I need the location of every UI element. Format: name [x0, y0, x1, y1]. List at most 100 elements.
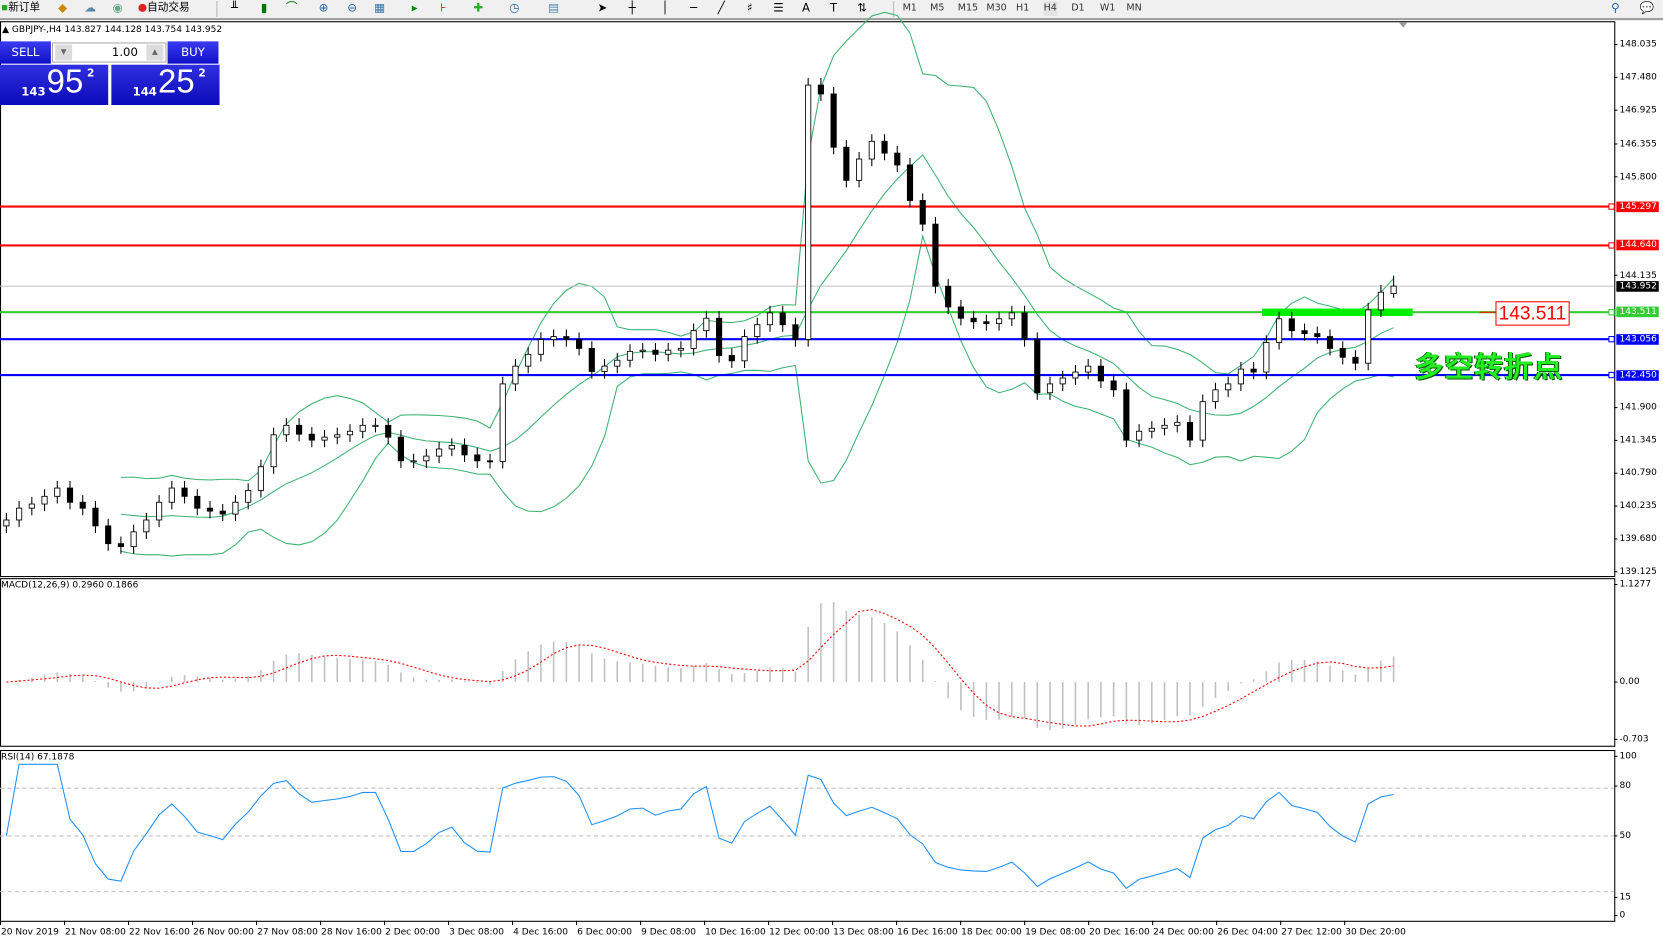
text-label-icon[interactable]: T [830, 1, 838, 15]
timeframe-h4[interactable]: H4 [1043, 1, 1057, 16]
candle-bear [881, 140, 888, 154]
candle-bull [410, 460, 417, 463]
signals-icon[interactable]: ◉ [112, 1, 123, 15]
auto-trading-button[interactable]: ●自动交易 [137, 2, 190, 14]
lot-size-input[interactable]: 1.00 [111, 45, 138, 60]
candle-bull [741, 336, 748, 362]
candle-bear [474, 454, 481, 462]
candle-bear [563, 336, 570, 340]
candle-bear [983, 321, 990, 324]
candlestick-icon[interactable]: ▮ [260, 1, 268, 15]
fibonacci-icon[interactable]: ♯ [747, 1, 753, 15]
templates-icon[interactable]: ▤ [548, 1, 560, 15]
timeframe-mn[interactable]: MN [1126, 3, 1142, 14]
autoscroll-icon[interactable]: ⊦ [440, 1, 447, 15]
text-icon[interactable]: A [802, 1, 811, 15]
line-price-tag: 144.640 [1616, 240, 1659, 251]
history-icon[interactable]: ◆ [58, 1, 68, 15]
sell-button[interactable]: SELL [0, 41, 51, 64]
candle-bear [1314, 333, 1321, 337]
time-tick-label: 18 Dec 00:00 [961, 927, 1022, 938]
candle-bear [1352, 356, 1359, 364]
bar-chart-icon[interactable]: ╨ [230, 1, 238, 15]
chat-icon[interactable]: 💬 [1639, 1, 1655, 15]
candle-bear [716, 317, 723, 356]
timeframe-m30[interactable]: M30 [986, 3, 1007, 14]
tile-windows-icon[interactable]: ▦ [374, 1, 386, 15]
candle-bear [1097, 365, 1104, 382]
candle-bull [130, 531, 137, 548]
timeframe-m15[interactable]: M15 [957, 3, 979, 14]
rsi-tick-label: 50 [1619, 830, 1632, 842]
line-handle-icon [1608, 335, 1615, 343]
buy-button[interactable]: BUY [167, 41, 219, 64]
cursor-icon[interactable]: ➤ [597, 1, 608, 15]
buy-price[interactable]: 144 25 2 [111, 63, 220, 106]
search-icon[interactable]: ⚲ [1611, 1, 1620, 15]
candle-bull [1276, 318, 1283, 343]
candle-bear [1288, 318, 1295, 332]
macd-title: MACD(12,26,9) 0.2960 0.1866 [1, 580, 139, 591]
candle-bull [703, 317, 710, 332]
candle-bull [257, 466, 264, 491]
candle-bull [614, 359, 621, 367]
annotation-text[interactable]: 多空转折点 [1414, 351, 1564, 385]
horizontal-line-icon[interactable]: ─ [690, 1, 698, 15]
separator [893, 1, 895, 17]
time-tick-label: 10 Dec 16:00 [705, 927, 766, 938]
candle-bear [1250, 368, 1257, 373]
timeframe-h1[interactable]: H1 [1016, 3, 1030, 14]
price-annotation-box[interactable]: 143.511 [1495, 301, 1570, 326]
periods-icon[interactable]: ◷ [509, 1, 520, 15]
increase-lot-icon[interactable]: ▲ [146, 44, 164, 61]
line-price-tag: 143.056 [1616, 333, 1659, 345]
time-axis: 20 Nov 2019 21 Nov 08:00 22 Nov 16:00 26 No… [0, 923, 1614, 942]
main-panel-frame [0, 21, 1616, 578]
timeframe-w1[interactable]: W1 [1099, 3, 1116, 14]
candle-bull [436, 448, 443, 457]
timeframe-m5[interactable]: M5 [930, 3, 945, 14]
symbol-info: ▲ GBPJPY-,H4 143.827 144.128 143.754 143… [2, 24, 223, 36]
line-chart-icon[interactable]: ⌒ [285, 1, 298, 15]
candle-bull [359, 424, 366, 432]
indicators-icon[interactable]: ✚ [473, 1, 484, 15]
candle-bull [232, 501, 239, 515]
line-handle-icon [1608, 371, 1615, 379]
chart-shift-marker-icon [1398, 22, 1408, 28]
chart-shift-icon[interactable]: ▸ [411, 1, 418, 15]
arrows-icon[interactable]: ⇅ [857, 1, 868, 15]
candle-bear [894, 152, 901, 166]
candle-bull [996, 318, 1003, 324]
candle-bear [1326, 336, 1334, 349]
zoom-in-icon[interactable]: ⊕ [318, 1, 329, 15]
market-watch-icon[interactable]: ☁ [84, 1, 96, 15]
vertical-line-icon[interactable]: │ [661, 1, 669, 15]
timeframe-d1[interactable]: D1 [1071, 3, 1085, 14]
line-handle-icon [1608, 242, 1615, 249]
candle-bull [16, 507, 23, 521]
candle-bull [1390, 285, 1397, 294]
lot-size-stepper[interactable]: ▼ 1.00 ▲ [51, 42, 167, 63]
zoom-out-icon[interactable]: ⊖ [347, 1, 358, 15]
auto-trading-icon: ● [137, 2, 148, 14]
candle-bear [728, 355, 735, 362]
time-tick-label: 30 Dec 20:00 [1345, 927, 1406, 938]
new-order-button[interactable]: ▪新订单 [1, 2, 41, 14]
candle-bear [843, 146, 850, 181]
candle-bull [766, 312, 774, 326]
candle-bear [588, 347, 595, 372]
candle-bear [385, 424, 392, 438]
sell-price[interactable]: 143 95 2 [0, 63, 109, 106]
candle-bull [1148, 427, 1155, 432]
candle-bear [92, 507, 99, 527]
decrease-lot-icon[interactable]: ▼ [55, 44, 73, 61]
fibo-fan-icon[interactable]: ☰ [773, 1, 784, 15]
price-tick-label: 141.900 [1619, 402, 1657, 413]
trendline-icon[interactable]: ╱ [717, 1, 725, 15]
rsi-title: RSI(14) 67.1878 [1, 752, 75, 763]
timeframe-m1[interactable]: M1 [902, 3, 917, 14]
candle-bull [1046, 383, 1054, 394]
crosshair-icon[interactable]: ┼ [628, 1, 636, 15]
price-tick-label: 146.355 [1619, 138, 1657, 150]
